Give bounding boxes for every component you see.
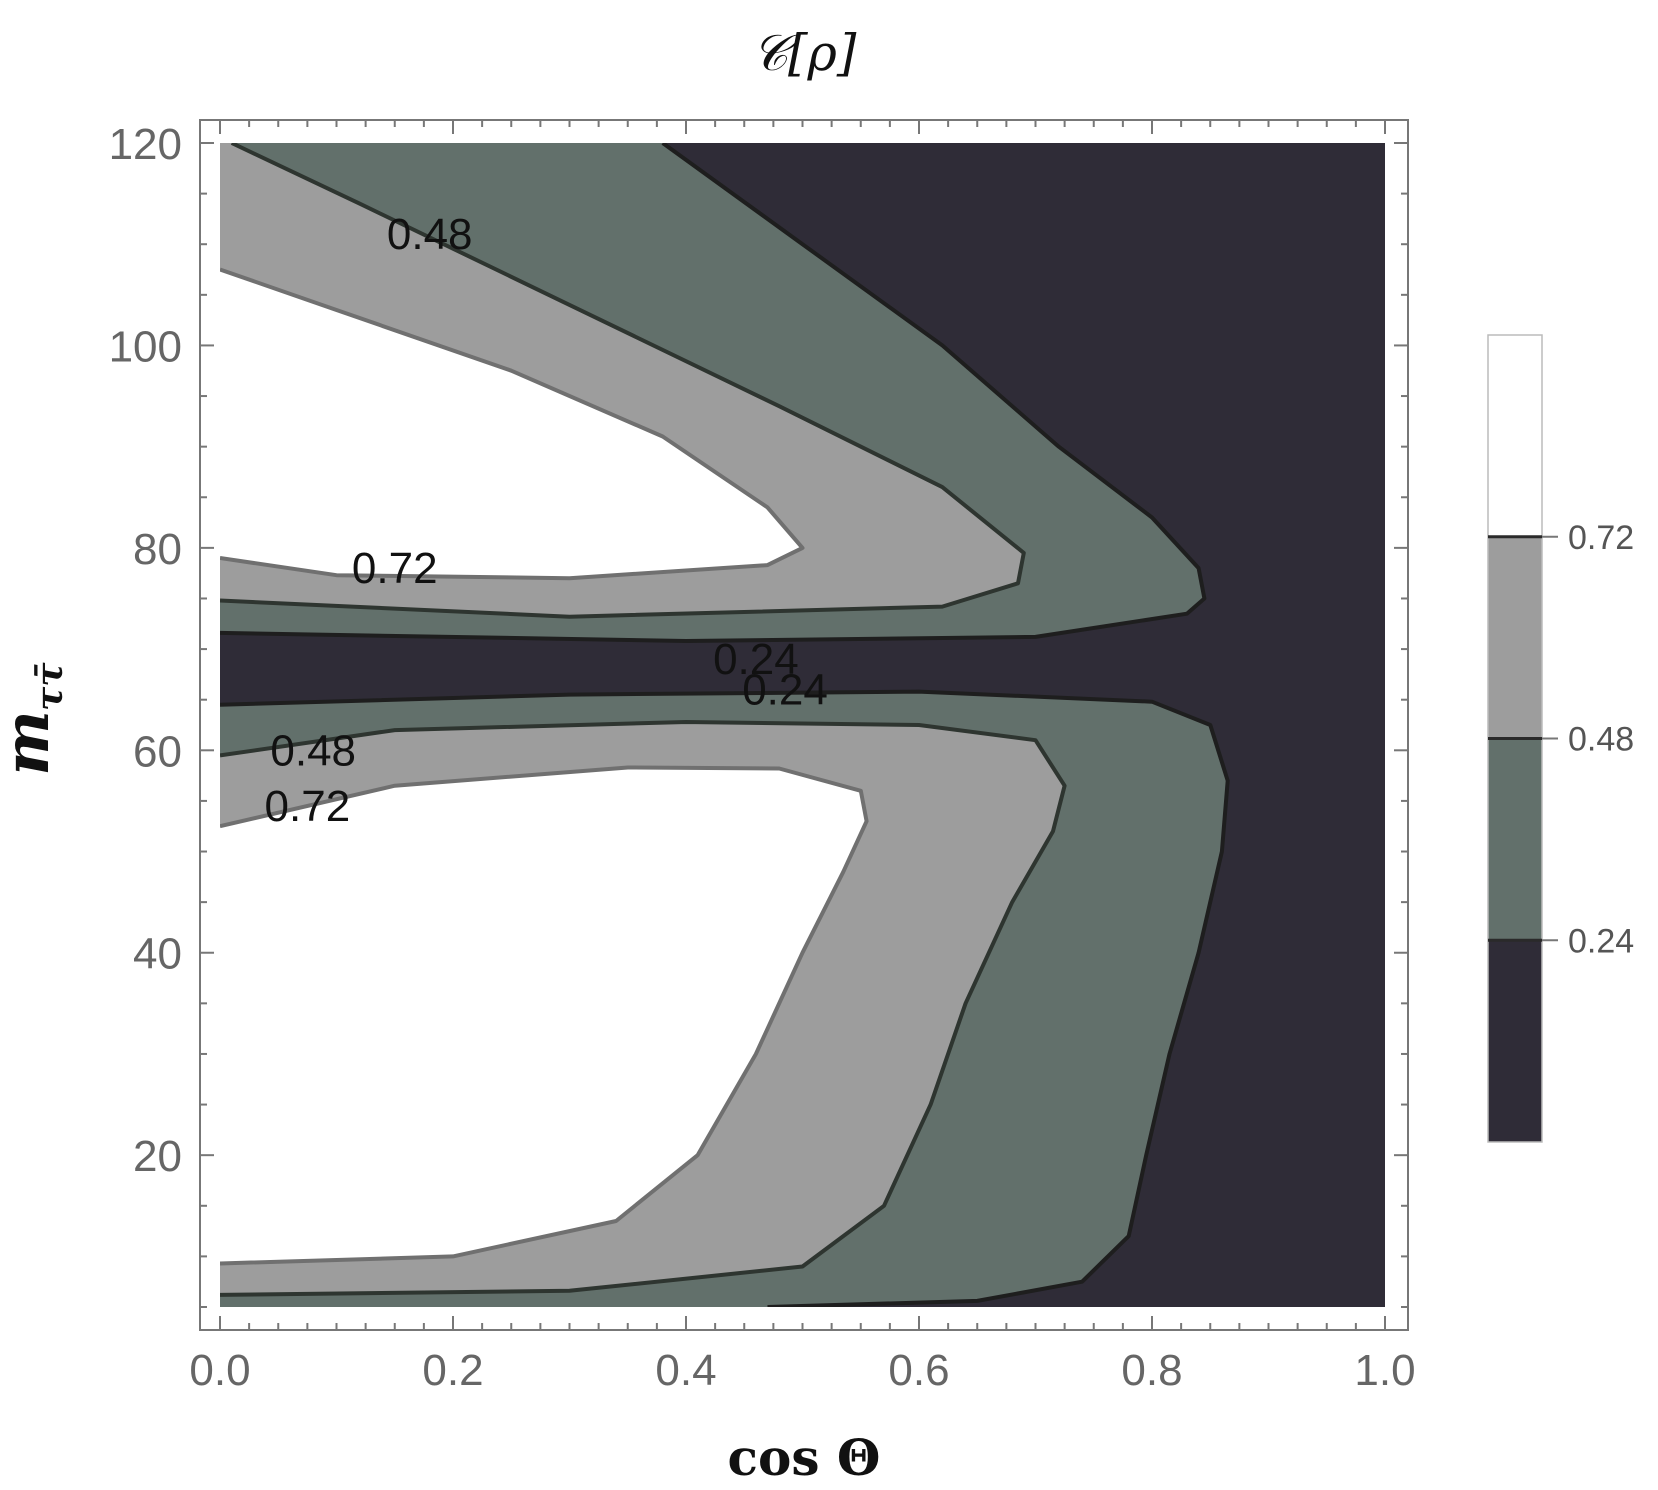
y-axis-label-main: m (0, 710, 63, 776)
y-axis-label: m ττ̄ (0, 662, 71, 776)
colorbar: 0.24 0.48 0.72 (1487, 334, 1634, 1143)
colorbar-tick-label: 0.48 (1568, 721, 1634, 759)
contour-label: 0.48 (387, 210, 473, 259)
axis-tick-labels: 0.0 0.2 0.4 0.6 0.8 1.0 20 40 60 80 100 120 (109, 120, 1416, 1395)
contour-label: 0.24 (713, 635, 799, 684)
contour-line-0.48-upper (220, 143, 1026, 619)
x-tick-label: 1.0 (1354, 1346, 1415, 1395)
colorbar-segment-0.48-0.72 (1488, 536, 1542, 739)
axis-ticks (200, 120, 1408, 1330)
y-tick-label: 100 (109, 322, 182, 371)
colorbar-segment-0.24-0.48 (1488, 738, 1542, 941)
contour-label: 0.72 (265, 782, 351, 831)
x-tick-label: 0.6 (888, 1346, 949, 1395)
y-tick-label: 20 (133, 1132, 182, 1181)
y-tick-label: 60 (133, 727, 182, 776)
contour-line-0.24-lower (220, 689, 1230, 1307)
band-above-0.72-lower (220, 767, 867, 1307)
x-tick-label: 0.2 (422, 1346, 483, 1395)
plot-frame (199, 119, 1409, 1331)
contour-label: 0.24 (742, 666, 828, 715)
x-axis-label: cos Θ (728, 1428, 881, 1487)
contour-line-0.72-upper (220, 267, 805, 581)
contour-label: 0.72 (352, 544, 438, 593)
contour-labels: 0.48 0.72 0.240.24 0.48 0.72 (265, 210, 828, 831)
contour-line-0.48-lower (220, 720, 1067, 1297)
x-tick-label: 0.8 (1121, 1346, 1182, 1395)
plot-area (220, 143, 1385, 1307)
contour-line-0.72-lower (220, 765, 869, 1266)
colorbar-tick-label: 0.72 (1568, 519, 1634, 557)
contour-lines (220, 143, 1230, 1307)
colorbar-tick-label: 0.24 (1568, 922, 1634, 960)
colorbar-segment-above-0.72 (1488, 335, 1542, 537)
y-axis-label-sub: ττ̄ (29, 662, 71, 711)
y-tick-label: 80 (133, 525, 182, 574)
x-tick-label: 0.0 (189, 1346, 250, 1395)
colorbar-segment-below-0.24 (1488, 940, 1542, 1142)
band-above-0.72-upper (220, 143, 803, 579)
contour-line-0.24-upper (220, 143, 1207, 643)
contour-label: 0.48 (270, 726, 356, 775)
y-tick-label: 120 (109, 120, 182, 169)
chart-title: 𝒞[ρ] (752, 24, 857, 82)
y-tick-label: 40 (133, 930, 182, 979)
x-tick-label: 0.4 (655, 1346, 716, 1395)
